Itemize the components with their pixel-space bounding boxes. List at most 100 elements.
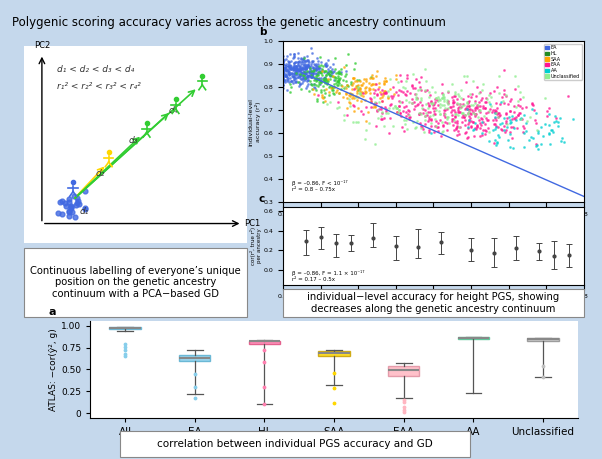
Point bbox=[471, 104, 481, 111]
Point bbox=[355, 90, 364, 97]
Point bbox=[295, 63, 305, 70]
Point bbox=[327, 83, 337, 90]
Point bbox=[454, 101, 464, 108]
Point bbox=[294, 66, 304, 73]
Point bbox=[432, 97, 441, 104]
Point bbox=[382, 107, 391, 115]
Point bbox=[518, 94, 528, 101]
Point bbox=[508, 144, 518, 151]
Point bbox=[355, 76, 364, 84]
Point bbox=[343, 82, 352, 90]
Point bbox=[403, 111, 413, 118]
Point bbox=[368, 80, 378, 88]
Point bbox=[490, 120, 500, 127]
Point bbox=[505, 107, 515, 114]
Point bbox=[294, 70, 303, 78]
Point bbox=[352, 77, 362, 84]
Point bbox=[320, 78, 330, 86]
Point bbox=[467, 123, 476, 130]
Point bbox=[297, 71, 306, 78]
Point bbox=[346, 93, 355, 100]
Point bbox=[296, 75, 306, 82]
Point bbox=[556, 115, 565, 122]
Point bbox=[461, 128, 471, 135]
Point bbox=[314, 91, 323, 99]
Point bbox=[417, 101, 427, 109]
Point bbox=[305, 68, 314, 76]
Point bbox=[464, 109, 473, 117]
Point bbox=[292, 66, 302, 73]
Point bbox=[491, 123, 501, 130]
Point bbox=[463, 124, 473, 131]
Text: β = –0.86, F = 1.1 × 10⁻¹⁷
r² = 0.17 – 0.5x: β = –0.86, F = 1.1 × 10⁻¹⁷ r² = 0.17 – 0… bbox=[292, 270, 364, 282]
Point bbox=[302, 69, 311, 77]
Point bbox=[520, 129, 529, 137]
Point bbox=[278, 75, 288, 82]
Point bbox=[296, 72, 305, 79]
Point bbox=[328, 89, 338, 96]
Point bbox=[500, 128, 509, 135]
Point bbox=[281, 63, 291, 71]
Point bbox=[412, 76, 421, 83]
Point bbox=[314, 57, 323, 65]
Point bbox=[390, 103, 400, 110]
Point bbox=[281, 73, 290, 80]
Point bbox=[278, 66, 288, 73]
Point bbox=[291, 64, 301, 71]
Point bbox=[302, 63, 311, 70]
Point bbox=[428, 99, 438, 106]
Point bbox=[476, 119, 485, 126]
Point bbox=[308, 72, 317, 79]
Point bbox=[321, 59, 330, 66]
Point bbox=[279, 56, 289, 63]
Point bbox=[466, 117, 476, 124]
Point bbox=[556, 137, 565, 145]
Point bbox=[424, 101, 433, 109]
Point bbox=[288, 64, 298, 72]
Point bbox=[355, 84, 364, 92]
Point bbox=[286, 65, 296, 72]
Point bbox=[465, 118, 474, 126]
Point bbox=[421, 117, 430, 124]
Point bbox=[467, 91, 477, 98]
Point bbox=[320, 69, 329, 76]
Point bbox=[438, 101, 447, 109]
Point bbox=[361, 84, 370, 91]
Point bbox=[312, 54, 322, 62]
Point bbox=[476, 132, 485, 140]
Point bbox=[344, 91, 354, 99]
Point bbox=[492, 110, 502, 118]
Point bbox=[514, 97, 523, 105]
Point bbox=[448, 99, 458, 106]
Point bbox=[283, 67, 293, 74]
Point bbox=[438, 90, 447, 98]
Point bbox=[503, 136, 512, 143]
Point bbox=[302, 63, 311, 70]
Point bbox=[403, 87, 412, 94]
Point bbox=[289, 70, 299, 78]
Point bbox=[329, 83, 338, 90]
Point bbox=[404, 107, 414, 114]
Point bbox=[383, 93, 393, 101]
Point bbox=[480, 127, 489, 134]
Point bbox=[293, 61, 302, 68]
Point bbox=[506, 118, 515, 126]
Point bbox=[291, 69, 300, 77]
Point bbox=[278, 72, 288, 79]
Point bbox=[303, 61, 312, 68]
Point bbox=[333, 98, 343, 105]
Point bbox=[321, 67, 331, 74]
Point bbox=[523, 117, 532, 124]
Point bbox=[393, 105, 402, 112]
Point bbox=[315, 77, 324, 84]
Point bbox=[294, 49, 303, 56]
Point bbox=[278, 71, 288, 78]
Point bbox=[429, 128, 439, 135]
Text: Continuous labelling of everyone’s unique
position on the genetic ancestry
conti: Continuous labelling of everyone’s uniqu… bbox=[30, 266, 241, 299]
Point bbox=[299, 64, 309, 72]
Text: d₂: d₂ bbox=[95, 169, 105, 178]
Point bbox=[300, 60, 310, 67]
Point bbox=[311, 66, 321, 73]
Point bbox=[586, 137, 596, 144]
Point bbox=[354, 105, 364, 112]
